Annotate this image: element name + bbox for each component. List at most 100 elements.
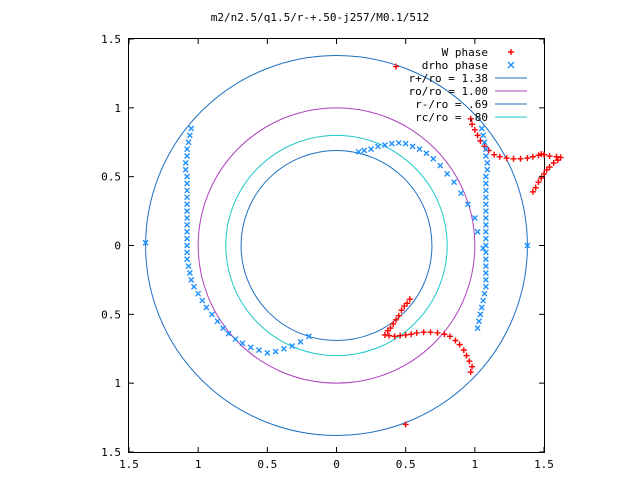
series-0-point-31: [467, 369, 474, 376]
series-1-point-15: [482, 228, 489, 235]
series-0-point-12: [524, 155, 531, 162]
series-0-point-39: [441, 331, 448, 338]
series-0-point-7: [491, 151, 498, 158]
series-1-point-90: [305, 333, 312, 340]
series-1-point-16: [482, 235, 489, 242]
series-1-point-61: [184, 201, 191, 208]
series-0-point-43: [413, 329, 420, 336]
y-tick-label-0: 1.5: [101, 446, 121, 459]
series-0-point-28: [529, 188, 536, 195]
series-0-point-22: [546, 164, 553, 171]
series-0-point-26: [535, 179, 542, 186]
series-1-point-85: [264, 349, 271, 356]
series-0-point-51: [387, 325, 394, 332]
series-0-point-35: [460, 347, 467, 354]
series-1-point-28: [475, 318, 482, 325]
series-1-point-12: [482, 208, 489, 215]
legend-label-3: ro/ro = 1.00: [409, 85, 488, 98]
x-tick-label-0: 1.5: [119, 458, 139, 471]
series-0-point-27: [532, 184, 539, 191]
series-1-point-27: [477, 311, 484, 318]
series-1-point-87: [280, 345, 287, 352]
series-1-point-47: [471, 214, 478, 221]
series-0-point-19: [557, 154, 564, 161]
series-1-point-38: [409, 143, 416, 150]
series-1-point-68: [184, 249, 191, 256]
series-0-point-41: [427, 329, 434, 336]
circle-2: [240, 150, 433, 341]
series-1-point-54: [184, 153, 191, 160]
series-0-point-50: [384, 327, 391, 334]
series-1-point-50: [188, 125, 195, 132]
circle-3: [225, 134, 448, 357]
series-0-point-23: [543, 166, 550, 173]
series-1-point-67: [184, 242, 191, 249]
series-0-point-9: [503, 155, 510, 162]
series-1-point-41: [430, 155, 437, 162]
series-1-point-24: [481, 290, 488, 297]
series-0-point-58: [406, 296, 413, 303]
series-1-point-4: [482, 153, 489, 160]
series-1-point-79: [220, 325, 227, 332]
x-tick-label-1: 1: [195, 458, 202, 471]
series-1-point-51: [186, 132, 193, 139]
series-1-point-11: [482, 201, 489, 208]
series-1-point-21: [482, 270, 489, 277]
series-1-point-76: [203, 304, 210, 311]
series-0-point-16: [541, 151, 547, 158]
series-1-point-75: [199, 297, 206, 304]
series-1-point-29: [474, 325, 481, 332]
series-1-point-31: [361, 147, 368, 154]
series-1-point-92: [524, 242, 531, 249]
y-tick-label-2: 0.5: [101, 308, 121, 321]
series-1-point-43: [444, 170, 451, 177]
points-layer: [142, 63, 564, 428]
x-tick-label-6: 1.5: [534, 458, 554, 471]
series-1-point-19: [482, 256, 489, 263]
series-1-point-3: [482, 146, 489, 153]
circle-1: [197, 107, 476, 384]
series-1-point-59: [184, 187, 191, 194]
series-1-point-78: [214, 318, 221, 325]
series-0-point-20: [554, 157, 561, 164]
series-1-point-52: [185, 139, 192, 146]
series-1-point-65: [184, 228, 191, 235]
series-0-point-54: [395, 312, 402, 319]
series-1-point-64: [184, 221, 191, 228]
series-1-point-48: [474, 228, 481, 235]
series-1-point-55: [182, 159, 189, 166]
series-1-point-82: [239, 340, 246, 347]
series-0-point-1: [469, 121, 476, 128]
series-1-point-81: [232, 336, 239, 343]
series-1-point-40: [423, 150, 430, 157]
series-1-point-91: [142, 239, 149, 246]
series-1-point-36: [395, 139, 402, 146]
series-1-point-49: [480, 245, 487, 252]
legend-label-0: W phase: [442, 46, 488, 59]
series-1-point-63: [184, 214, 191, 221]
plot-frame: [128, 38, 545, 453]
series-1-point-74: [195, 290, 202, 297]
series-0-point-53: [392, 316, 399, 323]
series-1-point-73: [191, 283, 198, 290]
series-0-point-11: [517, 155, 524, 162]
legend-swatch-0: [508, 49, 514, 55]
series-1-point-7: [482, 173, 489, 180]
series-0-point-40: [434, 329, 441, 336]
series-1-point-18: [482, 249, 489, 256]
series-1-point-62: [184, 208, 191, 215]
series-0-point-17: [546, 153, 553, 160]
series-0-point-2: [471, 126, 478, 133]
series-1-point-20: [482, 263, 489, 270]
series-1-point-32: [368, 146, 375, 153]
series-1-point-53: [184, 146, 191, 153]
series-0-point-29: [392, 63, 399, 70]
y-tick-label-3: 0: [114, 240, 121, 253]
series-0-point-36: [456, 341, 463, 348]
series-1-point-8: [482, 180, 489, 187]
series-1-point-45: [458, 190, 464, 197]
series-1-point-42: [437, 162, 444, 169]
series-1-point-25: [480, 297, 487, 304]
